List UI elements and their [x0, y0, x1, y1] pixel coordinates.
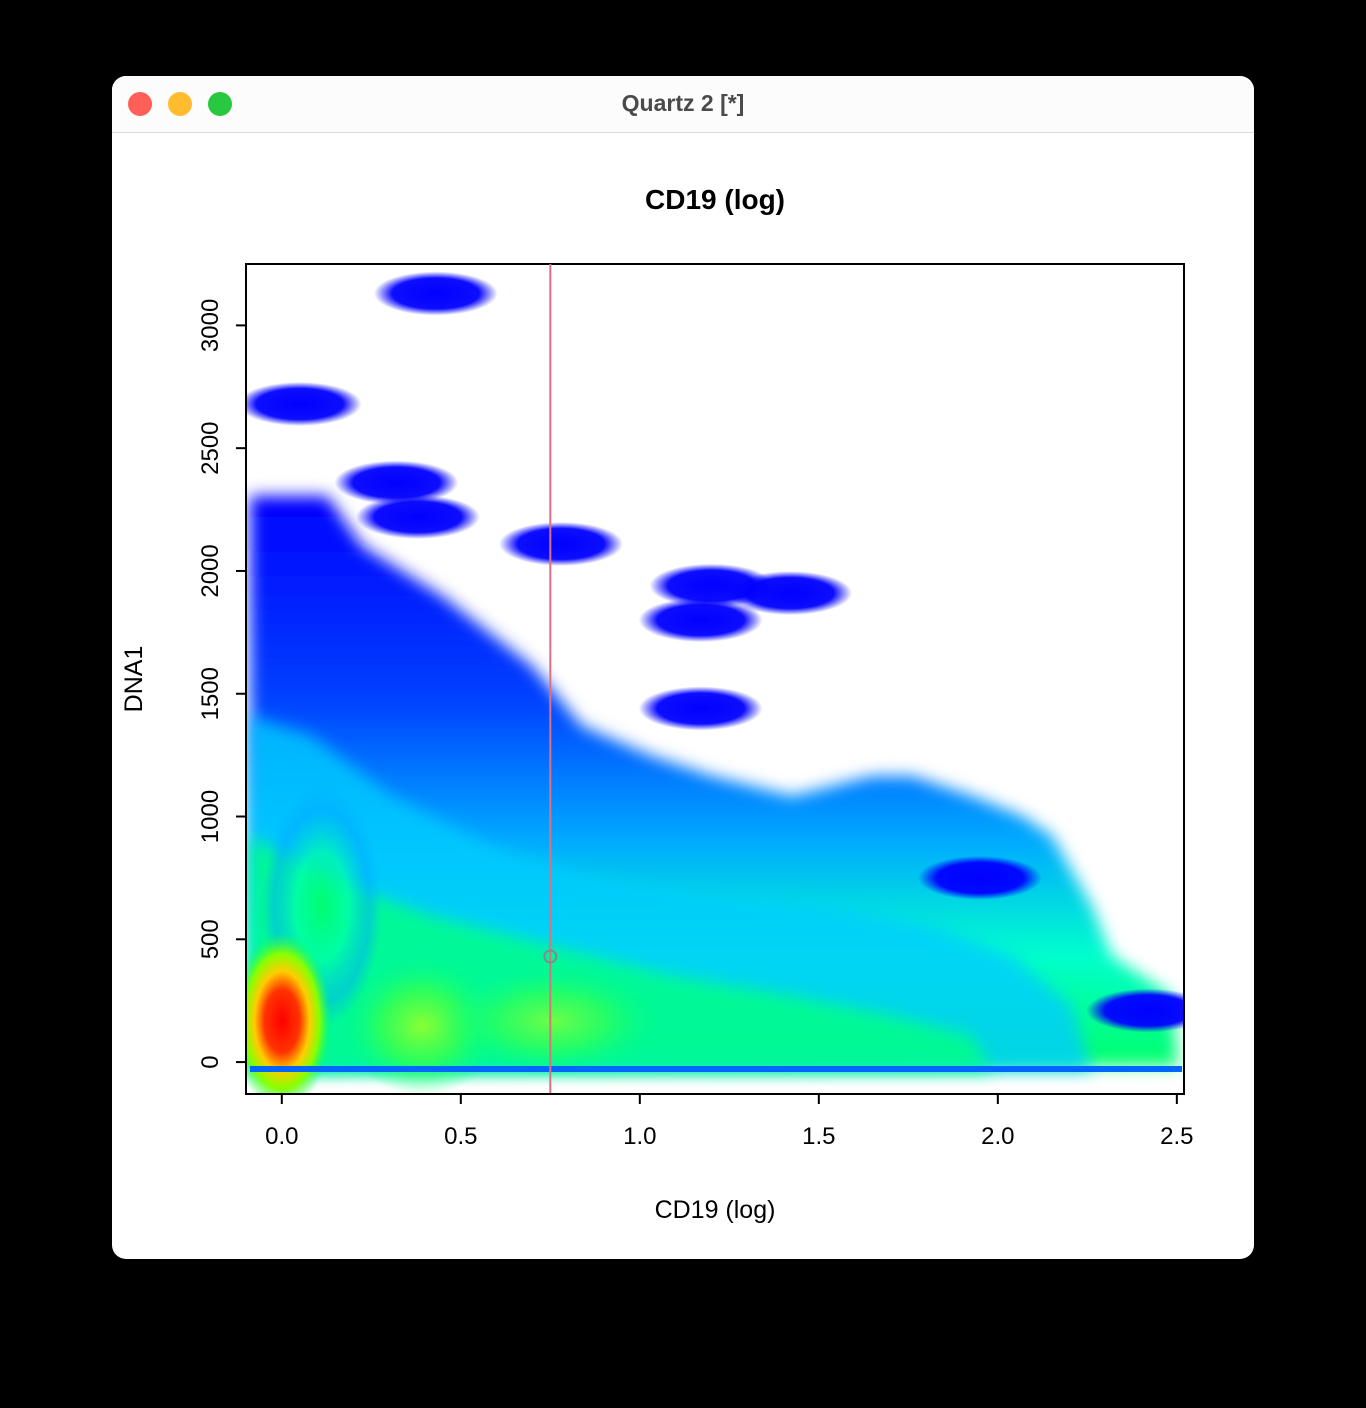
- cluster-9: [917, 855, 1042, 900]
- window-title: Quartz 2 [*]: [621, 90, 745, 116]
- y-axis-label: DNA1: [120, 646, 148, 713]
- x-tick-label: 0.0: [265, 1123, 298, 1150]
- y-tick-label: 3000: [197, 299, 224, 352]
- cluster-2: [334, 460, 459, 505]
- chart-title: CD19 (log): [645, 184, 785, 215]
- cluster-4: [499, 521, 624, 566]
- y-axis: 0 500 1000 1500 2000 2500 3000: [197, 299, 247, 1069]
- quartz-window: Quartz 2 [*]: [112, 76, 1254, 1259]
- cluster-0: [373, 271, 498, 316]
- title-bar: Quartz 2 [*]: [112, 76, 1254, 133]
- x-tick-label: 1.5: [802, 1123, 835, 1150]
- y-tick-label: 500: [197, 919, 224, 959]
- x-axis-label: CD19 (log): [655, 1196, 776, 1224]
- zoom-button[interactable]: [208, 92, 232, 116]
- density-plot: CD19 (log) 0.0 0.5 1.0 1.5 2.0 2.5 0 500 1000 15…: [120, 184, 1194, 1224]
- peak-hot: [246, 931, 332, 1094]
- gate-marker[interactable]: [543, 949, 558, 964]
- cluster-10: [1086, 988, 1184, 1033]
- y-tick-label: 0: [197, 1055, 224, 1068]
- x-tick-label: 0.5: [444, 1123, 477, 1150]
- cluster-3: [355, 494, 480, 539]
- cluster-7: [638, 598, 763, 643]
- density-layer: [246, 496, 1182, 1094]
- y-tick-label: 2500: [197, 421, 224, 474]
- cluster-6: [728, 571, 853, 616]
- y-tick-label: 2000: [197, 544, 224, 597]
- cluster-8: [638, 686, 763, 731]
- close-button[interactable]: [128, 92, 152, 116]
- minimize-button[interactable]: [168, 92, 192, 116]
- y-tick-label: 1500: [197, 667, 224, 720]
- x-tick-label: 2.0: [981, 1123, 1014, 1150]
- peak-green-2: [442, 966, 662, 1076]
- y-tick-label: 1000: [197, 790, 224, 843]
- isolated-clusters: [246, 271, 1184, 1033]
- x-axis: 0.0 0.5 1.0 1.5 2.0 2.5: [265, 1093, 1194, 1150]
- x-tick-label: 1.0: [623, 1123, 656, 1150]
- cluster-1: [246, 381, 362, 426]
- x-tick-label: 2.5: [1160, 1123, 1193, 1150]
- density-baseline: [250, 1066, 1182, 1072]
